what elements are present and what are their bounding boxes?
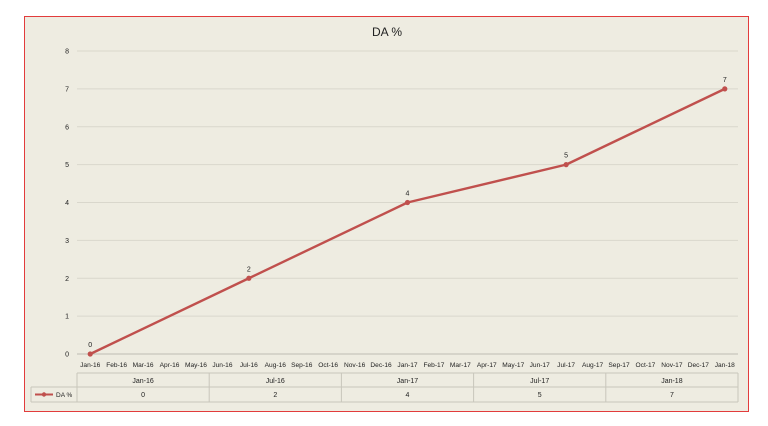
legend-label: DA % (56, 392, 72, 399)
line-chart: DA % 0 1 2 3 4 5 6 7 8 Jan-16 Feb-16 Mar-16 Apr-16 M… (30, 25, 739, 403)
x-tick-label: Dec-16 (370, 362, 392, 369)
data-point[interactable] (246, 275, 252, 281)
data-label: 2 (247, 266, 251, 273)
table-header-cell: Jan-18 (661, 378, 683, 385)
x-tick-label: Oct-16 (318, 362, 338, 369)
table-header-cell: Jan-16 (132, 378, 154, 385)
y-tick-label: 0 (65, 352, 69, 359)
x-tick-label: Jan-18 (715, 362, 735, 369)
y-tick-label: 7 (65, 86, 69, 93)
series-line (89, 87, 726, 356)
x-tick-label: Feb-16 (106, 362, 127, 369)
y-tick-label: 8 (65, 49, 69, 56)
table-cell: 7 (670, 392, 674, 399)
data-point[interactable] (563, 162, 569, 168)
y-tick-label: 6 (65, 124, 69, 131)
x-tick-label: Jul-17 (557, 362, 575, 369)
x-tick-label: Jun-17 (530, 362, 550, 369)
legend-marker (41, 392, 47, 397)
x-tick-label: Sep-17 (608, 362, 630, 369)
data-label: 7 (723, 77, 727, 84)
table-header-cell: Jan-17 (397, 378, 419, 385)
x-tick-label: May-17 (502, 362, 524, 369)
x-tick-label: Mar-17 (450, 362, 471, 369)
x-tick-label: May-16 (185, 362, 207, 369)
x-tick-label: Apr-17 (477, 362, 497, 369)
table-cell: 0 (141, 392, 145, 399)
x-tick-label: Aug-17 (582, 362, 604, 369)
x-tick-label: Oct-17 (636, 362, 656, 369)
x-tick-label: Mar-16 (133, 362, 154, 369)
x-tick-label: Nov-16 (344, 362, 366, 369)
y-tick-label: 3 (65, 238, 69, 245)
x-tick-label: Aug-16 (265, 362, 287, 369)
data-point[interactable] (722, 86, 728, 92)
x-tick-label: Feb-17 (423, 362, 444, 369)
x-tick-label: Jan-17 (397, 362, 417, 369)
table-cell: 2 (273, 392, 277, 399)
y-tick-label: 5 (65, 162, 69, 169)
y-tick-label: 4 (65, 200, 69, 207)
y-tick-label: 2 (65, 276, 69, 283)
data-point[interactable] (87, 351, 93, 357)
table-header-cell: Jul-17 (530, 378, 549, 385)
x-tick-label: Sep-16 (291, 362, 313, 369)
x-tick-label: Jan-16 (80, 362, 100, 369)
chart-area: DA % 0 1 2 3 4 5 6 7 8 Jan-16 Feb-16 Mar-16 Apr-16 M… (24, 16, 749, 412)
x-tick-label: Nov-17 (661, 362, 683, 369)
x-tick-label: Jul-16 (240, 362, 258, 369)
x-tick-label: Dec-17 (688, 362, 710, 369)
y-tick-label: 1 (65, 314, 69, 321)
table-cell: 4 (406, 392, 410, 399)
x-tick-label: Apr-16 (160, 362, 180, 369)
x-tick-label: Jun-16 (212, 362, 232, 369)
data-label: 0 (88, 342, 92, 349)
chart-title: DA % (372, 25, 402, 39)
data-label: 5 (564, 153, 568, 160)
table-header-cell: Jul-16 (266, 378, 285, 385)
table-cell: 5 (538, 392, 542, 399)
data-label: 4 (406, 191, 410, 198)
data-point[interactable] (404, 199, 411, 206)
